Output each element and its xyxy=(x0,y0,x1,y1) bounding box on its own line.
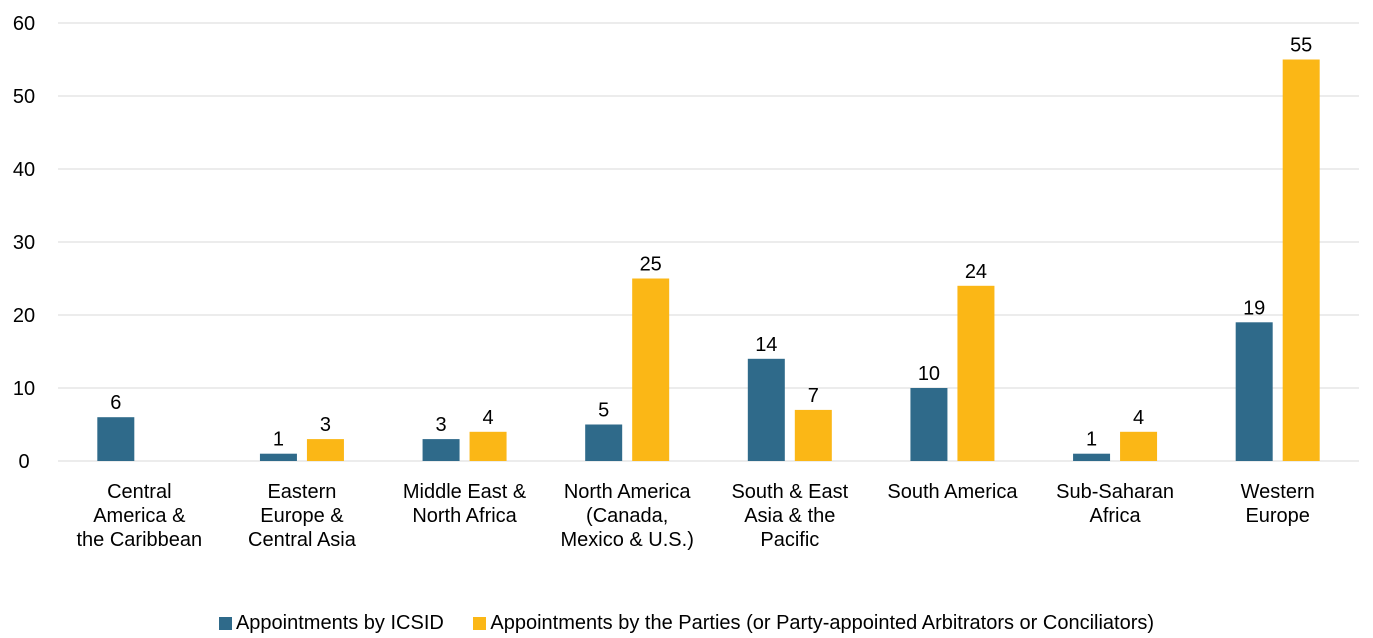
x-tick-label: South America xyxy=(887,481,1018,503)
x-tick-label-line: Central Asia xyxy=(248,529,357,551)
data-label: 10 xyxy=(918,363,940,385)
x-tick-label-line: Central xyxy=(107,481,171,503)
x-tick-label-line: Western xyxy=(1241,481,1315,503)
bar-series1-cat7 xyxy=(1073,453,1111,461)
x-tick-label: Central America & the Caribbean xyxy=(76,481,202,551)
y-tick-label: 10 xyxy=(13,378,35,400)
x-tick-label: North America (Canada, Mexico & U.S.) xyxy=(561,481,694,551)
bar-series2-cat6 xyxy=(957,285,995,461)
bar-series1-cat5 xyxy=(747,358,785,461)
x-tick-label-line: North America xyxy=(564,481,692,503)
x-tick-label: Eastern Europe & Central Asia xyxy=(248,481,357,551)
legend-label-icsid: Appointments by ICSID xyxy=(235,612,444,634)
legend-item-icsid: Appointments by ICSID xyxy=(218,612,444,635)
x-tick-label-line: Europe & xyxy=(260,505,344,527)
x-tick-label-line: (Canada, xyxy=(586,505,668,527)
x-tick-label-line: the Caribbean xyxy=(76,529,202,551)
data-labels: 6 1 3 5 14 10 1 19 3 4 25 7 24 4 55 xyxy=(110,35,1312,451)
x-tick-label: Sub-Saharan Africa xyxy=(1056,481,1174,527)
data-label: 24 xyxy=(965,261,987,283)
y-tick-label: 60 xyxy=(13,13,35,35)
y-tick-label: 0 xyxy=(18,451,29,473)
legend-label-parties: Appointments by the Parties (or Party-ap… xyxy=(490,612,1155,634)
bars xyxy=(97,59,1320,461)
data-label: 4 xyxy=(483,407,494,429)
y-tick-label: 20 xyxy=(13,305,35,327)
data-label: 1 xyxy=(1086,429,1097,451)
x-tick-label: Western Europe xyxy=(1241,481,1315,527)
x-tick-label-line: Pacific xyxy=(760,529,819,551)
data-label: 5 xyxy=(598,400,609,422)
legend-swatch-icsid xyxy=(218,617,232,630)
bar-series2-cat8 xyxy=(1282,59,1320,461)
y-tick-label: 50 xyxy=(13,86,35,108)
bar-series2-cat5 xyxy=(794,409,832,461)
x-tick-label: Middle East & North Africa xyxy=(403,481,527,527)
bar-series1-cat1 xyxy=(97,417,135,461)
x-tick-label-line: Mexico & U.S.) xyxy=(561,529,694,551)
x-tick-label-line: South & East xyxy=(731,481,848,503)
x-tick-label-line: Eastern xyxy=(267,481,336,503)
data-label: 3 xyxy=(320,414,331,436)
bar-series1-cat2 xyxy=(259,453,297,461)
x-tick-label-line: Asia & the xyxy=(744,505,835,527)
bar-series2-cat4 xyxy=(632,278,670,461)
y-tick-label: 30 xyxy=(13,232,35,254)
bar-series1-cat6 xyxy=(910,388,948,461)
bar-series1-cat4 xyxy=(585,424,623,461)
data-label: 19 xyxy=(1243,297,1265,319)
data-label: 6 xyxy=(110,392,121,414)
data-label: 55 xyxy=(1290,35,1312,57)
x-tick-label-line: South America xyxy=(887,481,1018,503)
x-tick-label-line: Europe xyxy=(1245,505,1310,527)
x-tick-label-line: Africa xyxy=(1090,505,1142,527)
legend-swatch-parties xyxy=(473,617,487,630)
x-tick-label-line: Sub-Saharan xyxy=(1056,481,1174,503)
x-tick-label-line: Middle East & xyxy=(403,481,527,503)
y-tick-label: 40 xyxy=(13,159,35,181)
data-label: 4 xyxy=(1133,407,1144,429)
data-label: 3 xyxy=(436,414,447,436)
bar-series1-cat3 xyxy=(422,439,460,461)
x-tick-label-line: America & xyxy=(93,505,186,527)
x-tick-label: South & East Asia & the Pacific xyxy=(731,481,848,551)
bar-series1-cat8 xyxy=(1235,322,1273,461)
bar-series2-cat2 xyxy=(306,439,344,461)
bar-series2-cat3 xyxy=(469,431,507,461)
data-label: 1 xyxy=(273,429,284,451)
data-label: 7 xyxy=(808,385,819,407)
legend-item-parties: Appointments by the Parties (or Party-ap… xyxy=(473,612,1154,635)
bar-series2-cat7 xyxy=(1120,431,1158,461)
legend: Appointments by ICSID Appointments by th… xyxy=(0,612,1373,636)
y-axis-ticks: 0 10 20 30 40 50 60 xyxy=(13,13,35,473)
gridlines xyxy=(58,22,1359,462)
data-label: 14 xyxy=(755,334,777,356)
x-tick-label-line: North Africa xyxy=(412,505,517,527)
data-label: 25 xyxy=(640,254,662,276)
